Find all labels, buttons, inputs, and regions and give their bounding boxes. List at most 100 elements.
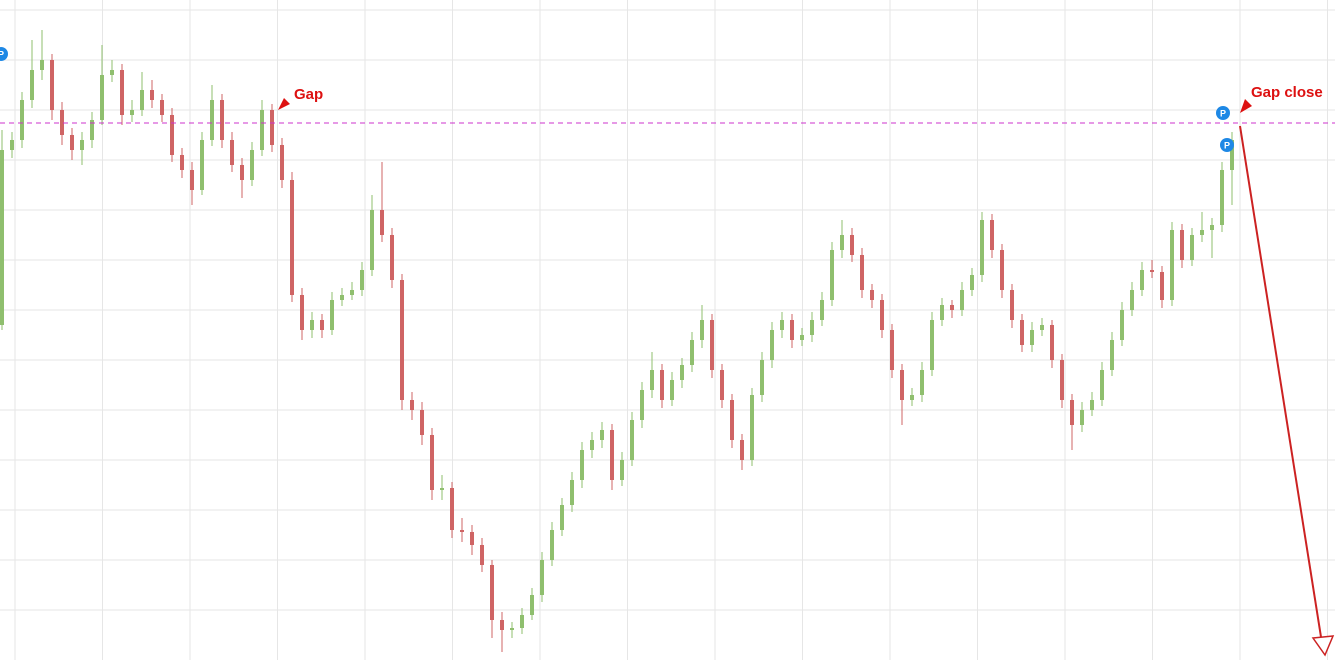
- marker: [1220, 138, 1234, 152]
- candle-body: [10, 140, 14, 150]
- candle-body: [760, 360, 764, 395]
- candle-body: [1160, 272, 1164, 300]
- candle-body: [300, 295, 304, 330]
- candle-body: [110, 70, 114, 75]
- candle-body: [500, 620, 504, 630]
- marker-label: P: [1220, 108, 1226, 118]
- candle-body: [50, 60, 54, 110]
- candle-body: [660, 370, 664, 400]
- candle-body: [910, 395, 914, 400]
- candle-body: [420, 410, 424, 435]
- candle-body: [1020, 320, 1024, 345]
- candle-body: [1170, 230, 1174, 300]
- candle-body: [280, 145, 284, 180]
- gap-pointer: [278, 98, 290, 110]
- candle-body: [1120, 310, 1124, 340]
- candle-body: [90, 120, 94, 140]
- candle-body: [940, 305, 944, 320]
- candle-body: [1230, 140, 1234, 170]
- candle-body: [1200, 230, 1204, 235]
- candle-body: [730, 400, 734, 440]
- candle-body: [160, 100, 164, 115]
- candle-body: [1000, 250, 1004, 290]
- candle-body: [890, 330, 894, 370]
- candle-body: [230, 140, 234, 165]
- candle-body: [530, 595, 534, 615]
- candle-body: [780, 320, 784, 330]
- candle-body: [390, 235, 394, 280]
- candle-body: [710, 320, 714, 370]
- candle-body: [700, 320, 704, 340]
- candle-body: [840, 235, 844, 250]
- candle-body: [960, 290, 964, 310]
- candle-body: [1150, 270, 1154, 272]
- candle-body: [80, 140, 84, 150]
- candle-body: [640, 390, 644, 420]
- candle-body: [740, 440, 744, 460]
- annotation: Gap: [294, 86, 323, 103]
- candle-body: [820, 300, 824, 320]
- candle-body: [1140, 270, 1144, 290]
- candle-body: [240, 165, 244, 180]
- candle-body: [1050, 325, 1054, 360]
- marker-label: P: [0, 49, 4, 59]
- candle-body: [770, 330, 774, 360]
- candle-body: [1210, 225, 1214, 230]
- candle-body: [650, 370, 654, 390]
- candle-body: [130, 110, 134, 115]
- candle-body: [460, 530, 464, 532]
- candle-body: [630, 420, 634, 460]
- candle-body: [950, 305, 954, 310]
- candle-body: [220, 100, 224, 140]
- arrow-head: [1311, 635, 1335, 657]
- candle-body: [540, 560, 544, 595]
- marker: [1216, 106, 1230, 120]
- candle-body: [970, 275, 974, 290]
- candle-body: [1100, 370, 1104, 400]
- candle-body: [350, 290, 354, 295]
- candle-body: [370, 210, 374, 270]
- candle-body: [510, 628, 514, 630]
- candle-body: [620, 460, 624, 480]
- candle-body: [450, 488, 454, 530]
- candle-body: [1190, 235, 1194, 260]
- candle-body: [850, 235, 854, 255]
- candle-body: [1110, 340, 1114, 370]
- candle-body: [1010, 290, 1014, 320]
- candle-body: [1040, 325, 1044, 330]
- candle-body: [580, 450, 584, 480]
- annotation: Gap close: [1251, 84, 1323, 101]
- candle-body: [410, 400, 414, 410]
- candle-body: [1220, 170, 1224, 225]
- candle-body: [520, 615, 524, 628]
- candle-body: [810, 320, 814, 335]
- candle-body: [1090, 400, 1094, 410]
- candle-body: [1030, 330, 1034, 345]
- candle-body: [560, 505, 564, 530]
- candle-body: [20, 100, 24, 140]
- candle-body: [790, 320, 794, 340]
- candle-body: [870, 290, 874, 300]
- candle-body: [830, 250, 834, 300]
- candle-body: [210, 100, 214, 140]
- candle-body: [1080, 410, 1084, 425]
- candle-body: [750, 395, 754, 460]
- candle-body: [290, 180, 294, 295]
- candle-body: [200, 140, 204, 190]
- candle-body: [430, 435, 434, 490]
- candle-body: [1130, 290, 1134, 310]
- candle-body: [680, 365, 684, 380]
- candle-body: [190, 170, 194, 190]
- candle-body: [30, 70, 34, 100]
- candle-body: [920, 370, 924, 395]
- candle-body: [400, 280, 404, 400]
- candle-body: [900, 370, 904, 400]
- candle-body: [310, 320, 314, 330]
- candle-body: [320, 320, 324, 330]
- candle-body: [150, 90, 154, 100]
- candle-body: [720, 370, 724, 400]
- candle-body: [360, 270, 364, 290]
- candle-body: [880, 300, 884, 330]
